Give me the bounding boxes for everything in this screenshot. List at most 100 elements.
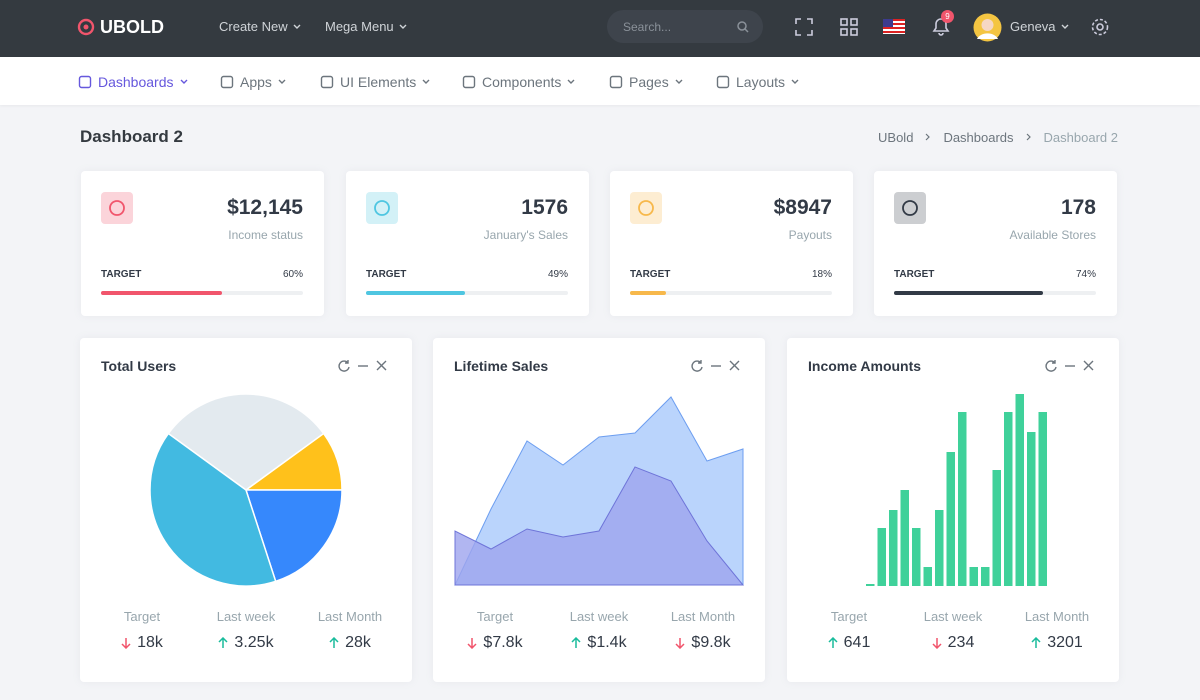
menu-icon-shape — [78, 75, 92, 89]
menu-item[interactable]: Components — [462, 74, 575, 90]
stat-icon-bg — [101, 192, 133, 224]
target-percent: 49% — [547, 269, 568, 280]
bar — [1038, 412, 1047, 586]
chevron-path — [675, 79, 683, 84]
chevron-path — [180, 79, 187, 84]
chevron-icon — [791, 79, 799, 84]
menu-label: Layouts — [736, 74, 786, 90]
menu-item[interactable]: Dashboards — [78, 74, 188, 90]
bar — [889, 510, 898, 586]
chevron-path — [278, 79, 286, 84]
menu-icon — [609, 75, 623, 89]
footer-label: Last Month — [1024, 609, 1090, 624]
apps-icon[interactable] — [840, 18, 858, 36]
target-label: TARGET — [101, 269, 142, 280]
bar — [1027, 432, 1036, 586]
bar — [969, 567, 978, 586]
target-label: TARGET — [366, 269, 407, 280]
target-percent: 18% — [811, 269, 832, 280]
user-name[interactable]: Geneva — [1010, 19, 1069, 34]
trend-arrow-path — [218, 637, 228, 648]
footer-label: Last week — [216, 609, 276, 624]
menu-icon — [220, 75, 234, 89]
settings-icon[interactable] — [1090, 17, 1110, 37]
progress-bar — [101, 291, 223, 295]
trend-arrow — [1031, 637, 1041, 648]
stat-icon-glyph — [374, 200, 390, 216]
notification-badge: 9 — [941, 10, 954, 23]
page-title: Dashboard 2 — [80, 127, 183, 146]
topbar: UBOLD Create New Mega Menu Search... 9 G… — [0, 0, 1200, 57]
stat-icon — [894, 192, 926, 224]
target-percent: 74% — [1075, 269, 1096, 280]
breadcrumb-sep — [1026, 133, 1031, 141]
chevron-path — [567, 79, 575, 84]
menu-item[interactable]: Pages — [609, 74, 683, 90]
stat-value: $12,145 — [227, 196, 303, 219]
avatar[interactable] — [973, 13, 1002, 42]
trend-arrow-path — [121, 638, 131, 649]
fullscreen-icon[interactable] — [795, 18, 813, 36]
footer-value: 641 — [794, 634, 904, 652]
trend-arrow-path — [467, 638, 477, 649]
stat-label: Available Stores — [1009, 228, 1097, 242]
trend-arrow-path — [329, 637, 339, 648]
stat-card: $8947 Payouts TARGET 18% — [610, 171, 853, 316]
menu-item[interactable]: Layouts — [716, 74, 799, 90]
trend-arrow-path — [675, 638, 685, 649]
chevron-icon — [293, 24, 301, 29]
breadcrumb-item: Dashboard 2 — [1043, 130, 1118, 145]
flag-icon[interactable] — [883, 19, 905, 34]
nav-link[interactable]: Create New — [219, 19, 301, 34]
menu-item[interactable]: UI Elements — [320, 74, 430, 90]
stat-icon-bg — [894, 192, 926, 224]
refresh-icon — [691, 360, 703, 372]
progress-bar — [894, 291, 1044, 295]
pie-slice — [149, 432, 277, 587]
menu-icon-shape — [609, 75, 623, 89]
stat-value: 1576 — [521, 196, 568, 219]
close-icon — [729, 360, 740, 371]
breadcrumb-item[interactable]: UBold — [878, 130, 914, 145]
progress-bar — [366, 291, 465, 295]
menu-icon — [320, 75, 334, 89]
progress-bar — [630, 291, 667, 295]
panel-title: Income Amounts — [808, 358, 922, 374]
chevron-icon — [399, 24, 407, 29]
panel-controls[interactable] — [338, 359, 392, 373]
panel-controls[interactable] — [1045, 359, 1099, 373]
chevron-path — [422, 79, 430, 84]
chevron-path — [791, 79, 799, 84]
stat-label: Income status — [228, 228, 303, 242]
stat-icon-glyph — [902, 200, 918, 216]
search-box[interactable]: Search... — [607, 10, 763, 43]
chevron-path — [293, 24, 301, 29]
chart — [454, 396, 745, 586]
chart-panel: Income Amounts Target 641 Last week 234 Last … — [787, 338, 1119, 682]
menu-item[interactable]: Apps — [220, 74, 286, 90]
nav-link[interactable]: Mega Menu — [325, 19, 407, 34]
stat-icon — [366, 192, 398, 224]
progress-track — [630, 291, 832, 295]
bar — [946, 452, 955, 586]
progress-track — [366, 291, 568, 295]
stat-card: $12,145 Income status TARGET 60% — [81, 171, 324, 316]
footer-value: $1.4k — [544, 634, 654, 652]
footer-label: Target — [123, 609, 161, 624]
panel-title: Total Users — [101, 358, 177, 374]
trend-arrow — [571, 637, 581, 648]
area-series — [454, 466, 745, 586]
refresh-icon — [1045, 360, 1057, 372]
search-placeholder: Search... — [623, 20, 672, 34]
menu-label: UI Elements — [340, 74, 417, 90]
chart — [866, 394, 1047, 586]
chart-panel: Total Users Target 18k Last week 3.25k Last M… — [80, 338, 412, 682]
chevron-icon — [675, 79, 683, 84]
chevron-icon — [567, 79, 575, 84]
menu-label: Dashboards — [98, 74, 174, 90]
search-icon — [737, 21, 749, 33]
breadcrumb-item[interactable]: Dashboards — [943, 130, 1014, 145]
stat-label: January's Sales — [483, 228, 568, 242]
panel-controls[interactable] — [691, 359, 745, 373]
stat-icon-glyph — [109, 200, 125, 216]
